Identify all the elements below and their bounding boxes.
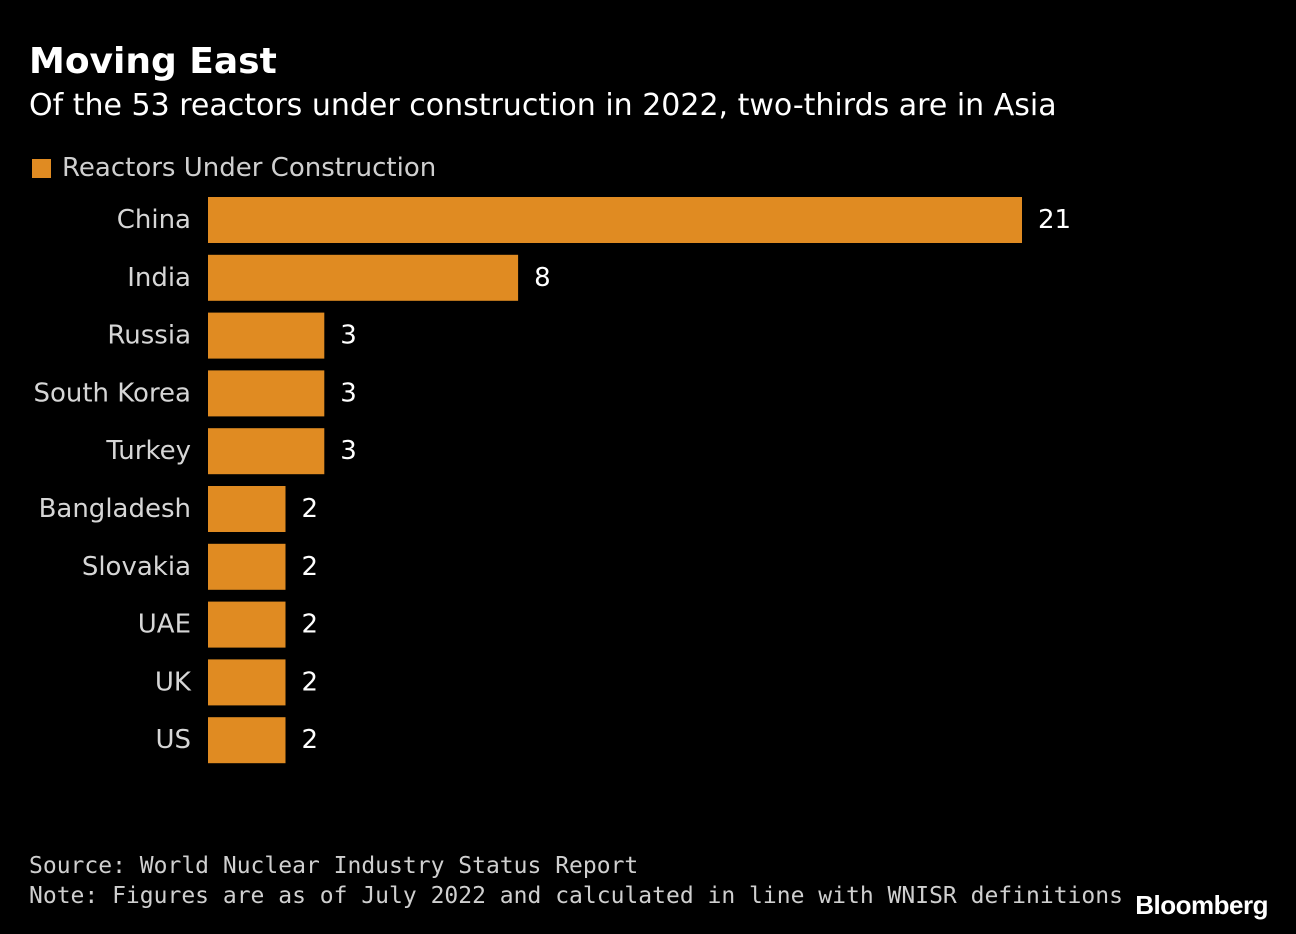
category-label: Slovakia <box>82 552 191 582</box>
category-label: Russia <box>107 321 191 351</box>
bar-uk <box>208 659 286 706</box>
category-label: US <box>155 725 191 755</box>
bloomberg-logo: Bloomberg <box>1135 890 1268 920</box>
bar-us <box>208 717 286 764</box>
chart-title: Moving East <box>29 41 277 82</box>
value-label: 2 <box>302 610 319 640</box>
category-label: UK <box>155 667 192 697</box>
legend-label: Reactors Under Construction <box>62 153 437 183</box>
footnote: Note: Figures are as of July 2022 and ca… <box>29 883 1123 909</box>
bar-india <box>208 254 519 301</box>
category-label: India <box>127 263 191 293</box>
legend: Reactors Under Construction <box>32 152 436 184</box>
bar-russia <box>208 312 325 359</box>
bar-south-korea <box>208 370 325 417</box>
value-label: 2 <box>302 494 319 524</box>
bar-slovakia <box>208 543 286 590</box>
legend-swatch <box>32 158 51 178</box>
value-label: 2 <box>302 552 319 582</box>
bar-bangladesh <box>208 486 286 532</box>
category-label: South Korea <box>33 378 191 408</box>
category-label: China <box>117 205 191 235</box>
value-label: 2 <box>302 725 319 755</box>
category-label: Turkey <box>105 436 191 466</box>
category-label: UAE <box>138 610 191 640</box>
value-label: 2 <box>302 667 319 697</box>
value-label: 3 <box>340 378 357 408</box>
category-label: Bangladesh <box>39 494 191 524</box>
bar-uae <box>208 601 286 648</box>
bar-turkey <box>208 428 325 475</box>
value-label: 3 <box>340 321 357 351</box>
value-label: 8 <box>534 263 551 293</box>
bar-china <box>208 197 1022 243</box>
value-label: 21 <box>1038 205 1071 235</box>
chart-subtitle: Of the 53 reactors under construction in… <box>29 88 1057 123</box>
source-note: Source: World Nuclear Industry Status Re… <box>29 853 639 879</box>
value-label: 3 <box>340 436 357 466</box>
